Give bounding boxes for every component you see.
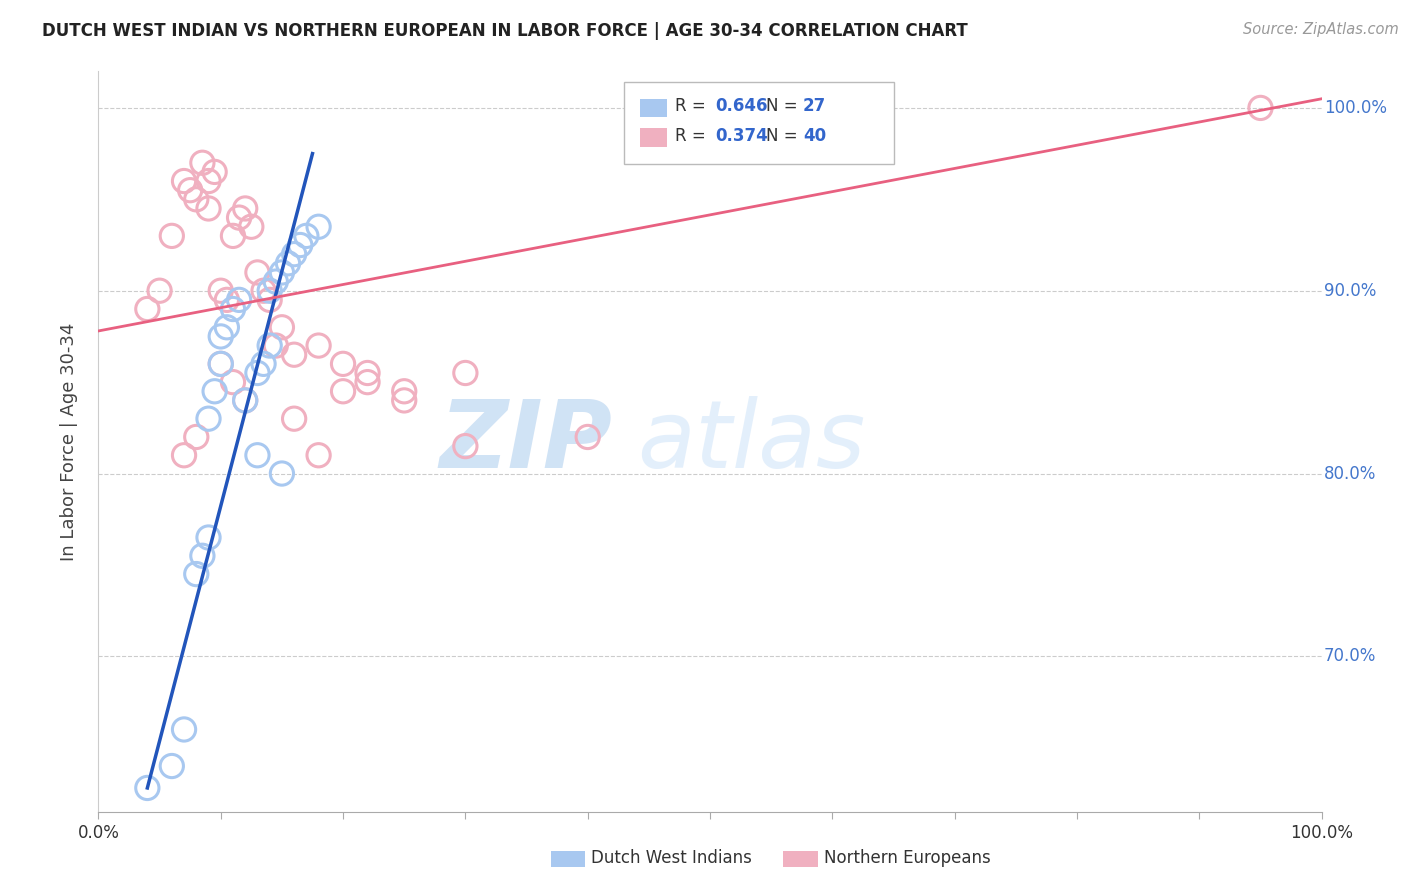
- Point: [228, 211, 250, 225]
- Point: [149, 284, 172, 298]
- Text: 0.646: 0.646: [714, 97, 768, 115]
- Point: [270, 320, 294, 334]
- Point: [233, 393, 256, 408]
- Point: [228, 293, 250, 307]
- Text: R =: R =: [675, 127, 710, 145]
- Point: [222, 228, 245, 243]
- Point: [252, 284, 274, 298]
- Point: [173, 174, 195, 188]
- Point: [160, 228, 183, 243]
- Point: [222, 375, 245, 389]
- Point: [1249, 101, 1271, 115]
- Point: [233, 202, 256, 216]
- Point: [290, 238, 312, 252]
- Point: [283, 348, 305, 362]
- Point: [209, 357, 232, 371]
- Point: [295, 228, 318, 243]
- Point: [197, 531, 219, 545]
- Bar: [783, 851, 818, 867]
- Text: 80.0%: 80.0%: [1324, 465, 1376, 483]
- Point: [283, 247, 305, 261]
- Point: [209, 284, 232, 298]
- Point: [392, 384, 416, 399]
- Point: [264, 275, 287, 289]
- Text: ZIP: ZIP: [439, 395, 612, 488]
- Point: [240, 219, 263, 234]
- Point: [264, 338, 287, 352]
- Text: 70.0%: 70.0%: [1324, 648, 1376, 665]
- Point: [197, 202, 219, 216]
- Point: [246, 265, 269, 279]
- Point: [332, 357, 354, 371]
- Bar: [551, 851, 585, 867]
- Point: [252, 357, 274, 371]
- Y-axis label: In Labor Force | Age 30-34: In Labor Force | Age 30-34: [59, 322, 77, 561]
- Point: [191, 549, 214, 563]
- Point: [186, 430, 208, 444]
- Text: 90.0%: 90.0%: [1324, 282, 1376, 300]
- Text: Source: ZipAtlas.com: Source: ZipAtlas.com: [1243, 22, 1399, 37]
- Point: [173, 723, 195, 737]
- Text: atlas: atlas: [637, 396, 865, 487]
- Point: [308, 338, 330, 352]
- Point: [204, 384, 226, 399]
- Point: [209, 329, 232, 343]
- Point: [259, 338, 281, 352]
- Point: [215, 293, 238, 307]
- Point: [136, 301, 159, 316]
- Point: [356, 375, 378, 389]
- Point: [179, 183, 201, 197]
- Point: [454, 366, 477, 380]
- Point: [209, 357, 232, 371]
- Point: [233, 393, 256, 408]
- Point: [270, 265, 294, 279]
- Point: [308, 219, 330, 234]
- Text: R =: R =: [675, 97, 710, 115]
- Text: 40: 40: [803, 127, 827, 145]
- Text: 27: 27: [803, 97, 827, 115]
- Point: [259, 293, 281, 307]
- Text: DUTCH WEST INDIAN VS NORTHERN EUROPEAN IN LABOR FORCE | AGE 30-34 CORRELATION CH: DUTCH WEST INDIAN VS NORTHERN EUROPEAN I…: [42, 22, 967, 40]
- Text: N =: N =: [766, 97, 803, 115]
- Point: [160, 759, 183, 773]
- Point: [283, 411, 305, 425]
- Point: [246, 448, 269, 462]
- Point: [246, 366, 269, 380]
- Text: N =: N =: [766, 127, 803, 145]
- Point: [454, 439, 477, 453]
- Text: 0.374: 0.374: [714, 127, 768, 145]
- Point: [191, 155, 214, 169]
- Text: Dutch West Indians: Dutch West Indians: [592, 848, 752, 867]
- Point: [204, 165, 226, 179]
- Point: [356, 366, 378, 380]
- Point: [270, 467, 294, 481]
- Point: [277, 256, 299, 270]
- Bar: [640, 99, 668, 117]
- Point: [259, 284, 281, 298]
- FancyBboxPatch shape: [624, 82, 894, 164]
- Point: [186, 567, 208, 582]
- Point: [197, 174, 219, 188]
- Point: [332, 384, 354, 399]
- Point: [215, 320, 238, 334]
- Point: [308, 448, 330, 462]
- Point: [186, 192, 208, 206]
- Point: [197, 411, 219, 425]
- Bar: [640, 128, 668, 147]
- Text: Northern Europeans: Northern Europeans: [824, 848, 991, 867]
- Point: [576, 430, 599, 444]
- Text: 100.0%: 100.0%: [1324, 99, 1388, 117]
- Point: [173, 448, 195, 462]
- Point: [136, 780, 159, 795]
- Point: [392, 393, 416, 408]
- Point: [222, 301, 245, 316]
